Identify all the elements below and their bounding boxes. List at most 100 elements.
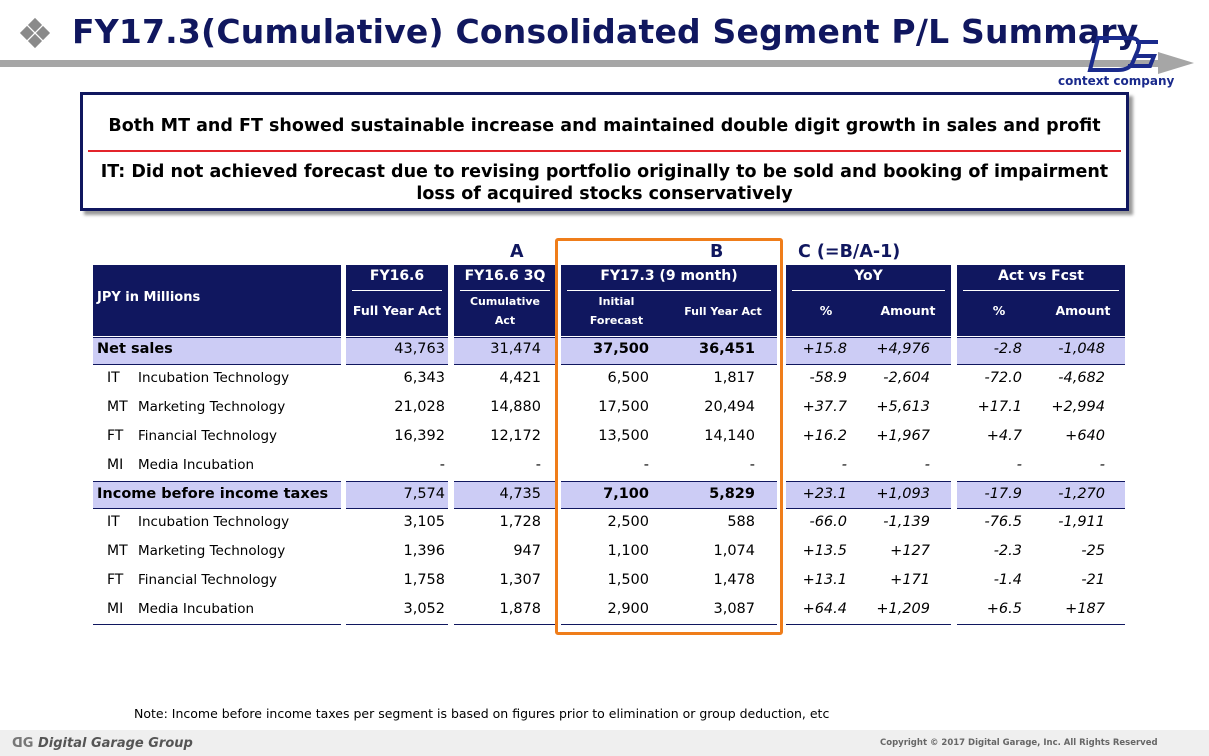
cell-yoy-pct: +16.2 bbox=[802, 428, 847, 444]
header-act-vs-fcst: Act vs Fcst % Amount bbox=[957, 265, 1125, 336]
table-bottom-rule bbox=[957, 624, 1125, 625]
row-label-total: Income before income taxes bbox=[97, 486, 329, 502]
cell-init: 13,500 bbox=[598, 428, 649, 444]
cell-f-pct: +6.5 bbox=[986, 601, 1022, 617]
row-band bbox=[93, 481, 341, 509]
cell-yoy-amt: +171 bbox=[890, 572, 930, 588]
header-rule bbox=[567, 290, 771, 291]
cell-act: 1,817 bbox=[713, 370, 755, 386]
header-yoy-pct: % bbox=[819, 303, 833, 318]
table-bottom-rule bbox=[93, 624, 341, 625]
cell-init: 1,500 bbox=[607, 572, 649, 588]
cell-yoy-amt: +1,967 bbox=[876, 428, 930, 444]
cell-fy16: 43,763 bbox=[394, 341, 445, 357]
header-rule bbox=[460, 290, 550, 291]
cell-act: 20,494 bbox=[704, 399, 755, 415]
summary-line-1: Both MT and FT showed sustainable increa… bbox=[108, 116, 1101, 136]
header-act-vs-fcst-label: Act vs Fcst bbox=[998, 268, 1084, 284]
segment-name: Media Incubation bbox=[138, 457, 255, 473]
cell-fy16: 6,343 bbox=[403, 370, 445, 386]
header-fy17-label: FY17.3 (9 month) bbox=[600, 268, 738, 284]
cell-q3: 31,474 bbox=[490, 341, 541, 357]
unit-label: JPY in Millions bbox=[97, 290, 201, 305]
header-rule bbox=[963, 290, 1119, 291]
cell-f-pct: -2.3 bbox=[993, 543, 1022, 559]
cell-q3: 1,728 bbox=[499, 514, 541, 530]
cell-yoy-amt: +4,976 bbox=[876, 341, 930, 357]
cell-q3: - bbox=[535, 457, 541, 473]
cell-f-amt: -4,682 bbox=[1058, 370, 1105, 386]
header-yoy-label: YoY bbox=[854, 268, 883, 284]
title-rule bbox=[0, 60, 1160, 67]
segment-code: FT bbox=[107, 572, 124, 588]
cell-yoy-pct: - bbox=[841, 457, 847, 473]
segment-name: Marketing Technology bbox=[138, 399, 286, 415]
footnote: Note: Income before income taxes per seg… bbox=[134, 706, 830, 721]
cell-init: 17,500 bbox=[598, 399, 649, 415]
page-title: FY17.3(Cumulative) Consolidated Segment … bbox=[72, 12, 1139, 51]
row-band bbox=[93, 337, 341, 365]
cell-init: 7,100 bbox=[603, 486, 649, 502]
marker-b: B bbox=[710, 242, 724, 262]
cell-act: 5,829 bbox=[709, 486, 755, 502]
cell-f-pct: -2.8 bbox=[993, 341, 1022, 357]
cell-q3: 4,421 bbox=[499, 370, 541, 386]
cell-f-pct: - bbox=[1016, 457, 1022, 473]
cell-act: 3,087 bbox=[713, 601, 755, 617]
cell-yoy-pct: +13.1 bbox=[802, 572, 847, 588]
cell-fy16: 1,396 bbox=[403, 543, 445, 559]
row-band bbox=[561, 337, 777, 365]
header-yoy-amount: Amount bbox=[880, 303, 936, 318]
cell-init: 1,100 bbox=[607, 543, 649, 559]
cell-f-pct: -76.5 bbox=[984, 514, 1022, 530]
segment-name: Marketing Technology bbox=[138, 543, 286, 559]
row-band bbox=[786, 337, 951, 365]
segment-code: MI bbox=[107, 457, 124, 473]
cell-f-pct: -72.0 bbox=[984, 370, 1022, 386]
cell-f-pct: -17.9 bbox=[984, 486, 1022, 502]
header-fcst-pct: % bbox=[992, 303, 1006, 318]
segment-name: Financial Technology bbox=[138, 428, 278, 444]
summary-divider bbox=[88, 150, 1121, 152]
cell-f-amt: - bbox=[1099, 457, 1105, 473]
diamond-bullet-icon bbox=[19, 17, 51, 50]
summary-box: Both MT and FT showed sustainable increa… bbox=[80, 92, 1129, 211]
segment-name: Media Incubation bbox=[138, 601, 255, 617]
cell-init: 37,500 bbox=[593, 341, 649, 357]
cell-f-amt: +187 bbox=[1065, 601, 1105, 617]
title-arrow-icon bbox=[1158, 52, 1194, 74]
header-fy16-3q: FY16.6 3Q Cumulative Act bbox=[454, 265, 556, 336]
segment-name: Incubation Technology bbox=[138, 514, 290, 530]
cell-yoy-amt: +5,613 bbox=[876, 399, 930, 415]
cell-init: - bbox=[643, 457, 649, 473]
cell-f-pct: +17.1 bbox=[977, 399, 1022, 415]
header-fcst-amount: Amount bbox=[1055, 303, 1111, 318]
summary-line-2: IT: Did not achieved forecast due to rev… bbox=[100, 162, 1109, 204]
cell-f-amt: +640 bbox=[1065, 428, 1105, 444]
header-yoy: YoY % Amount bbox=[786, 265, 951, 336]
header-fy16-label: FY16.6 bbox=[369, 268, 425, 284]
cell-act: - bbox=[749, 457, 755, 473]
cell-fy16: 1,758 bbox=[403, 572, 445, 588]
segment-code: MI bbox=[107, 601, 124, 617]
segment-name: Financial Technology bbox=[138, 572, 278, 588]
row-band bbox=[346, 481, 448, 509]
row-band bbox=[957, 337, 1125, 365]
table-bottom-rule bbox=[346, 624, 448, 625]
header-full-year-act: Full Year Act bbox=[352, 303, 442, 318]
header-unit-cell: JPY in Millions bbox=[93, 265, 341, 336]
copyright: Copyright © 2017 Digital Garage, Inc. Al… bbox=[880, 738, 1158, 748]
row-band bbox=[346, 337, 448, 365]
footer-company: ᗡG Digital Garage Group bbox=[12, 736, 193, 751]
row-band bbox=[957, 481, 1125, 509]
cell-f-pct: +4.7 bbox=[986, 428, 1022, 444]
cell-fy16: 21,028 bbox=[394, 399, 445, 415]
header-cumulative: Cumulative bbox=[469, 295, 541, 308]
cell-act: 1,074 bbox=[713, 543, 755, 559]
segment-code: MT bbox=[107, 543, 128, 559]
cell-act: 36,451 bbox=[699, 341, 755, 357]
cell-init: 6,500 bbox=[607, 370, 649, 386]
header-rule bbox=[352, 290, 442, 291]
segment-code: FT bbox=[107, 428, 124, 444]
table-bottom-rule bbox=[786, 624, 951, 625]
